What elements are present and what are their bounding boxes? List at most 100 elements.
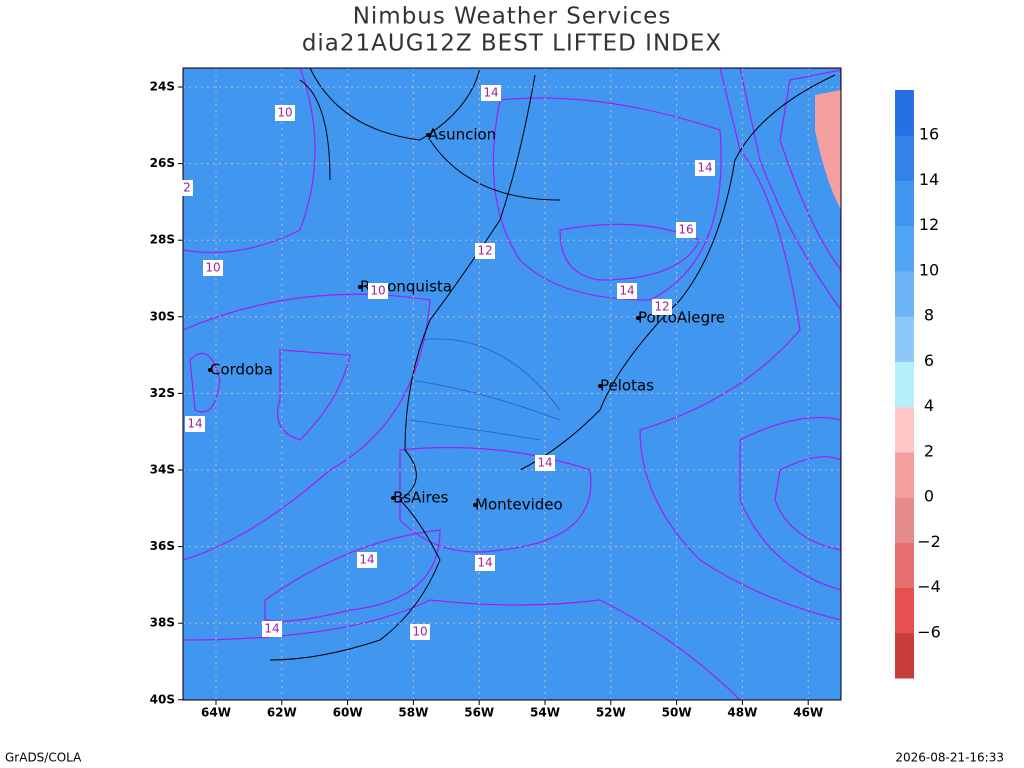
field-zone xyxy=(815,90,841,210)
contour-label: 12 xyxy=(477,244,492,258)
lat-label: 34S xyxy=(150,463,175,477)
lon-label: 54W xyxy=(530,706,560,720)
colorbar-swatch xyxy=(895,90,914,136)
colorbar-label: 10 xyxy=(919,260,939,279)
labels: 24S 26S 28S 30S 32S 34S 36S 38S 40S 64W 62W 60W 58W 5… xyxy=(150,80,824,720)
contour-label-box xyxy=(357,552,377,568)
contour-label: 14 xyxy=(619,284,634,298)
colorbar-swatch xyxy=(895,451,914,498)
colorbar-label: −2 xyxy=(917,532,941,551)
field-zone xyxy=(739,68,841,312)
contour-label-box xyxy=(481,85,501,101)
colorbar-label: 14 xyxy=(919,170,939,189)
contour-label-box xyxy=(203,260,223,276)
colorbar-swatch xyxy=(895,180,914,227)
contour-label: 10 xyxy=(370,284,385,298)
lat-label: 36S xyxy=(150,539,175,553)
contour-label-box xyxy=(275,105,295,121)
lon-label: 56W xyxy=(464,706,494,720)
lat-label: 40S xyxy=(150,692,175,706)
contour-label: 2 xyxy=(183,181,191,195)
lon-label: 46W xyxy=(793,706,823,720)
colorbar-swatch xyxy=(895,497,914,543)
field-zone xyxy=(189,352,221,413)
field-zone xyxy=(183,293,431,561)
city-label: Montevideo xyxy=(475,496,563,514)
map-frame xyxy=(182,67,842,701)
city-dot xyxy=(598,384,602,388)
city-dot xyxy=(208,368,212,372)
contour-label: 14 xyxy=(537,456,552,470)
contour-label-box xyxy=(535,455,555,471)
contour-label: 14 xyxy=(264,622,279,636)
contour-label: 16 xyxy=(678,223,693,237)
lat-label: 30S xyxy=(150,309,175,323)
contour-label: 14 xyxy=(477,556,492,570)
lat-label: 38S xyxy=(150,616,175,630)
lon-label: 60W xyxy=(333,706,363,720)
colorbar-swatch xyxy=(895,270,914,317)
contour-label-box xyxy=(475,555,495,571)
field-zone xyxy=(276,349,351,441)
lat-label: 26S xyxy=(150,156,175,170)
lat-label: 28S xyxy=(150,233,175,247)
lon-label: 52W xyxy=(596,706,626,720)
contour-label: 10 xyxy=(205,261,220,275)
grid xyxy=(183,68,841,700)
field-zone xyxy=(183,68,316,254)
field-zone xyxy=(399,446,592,553)
city-dot xyxy=(426,133,430,137)
lon-label: 50W xyxy=(662,706,692,720)
contour-label: 14 xyxy=(697,161,712,175)
field-zone xyxy=(264,529,441,622)
contour-label: 10 xyxy=(277,106,292,120)
contour-label: 12 xyxy=(654,300,669,314)
city-label: BsAires xyxy=(393,489,449,507)
colorbar-swatch xyxy=(895,361,914,408)
footer-right: 2026-08-21-16:33 xyxy=(895,751,1004,765)
colorbar-label: 4 xyxy=(924,396,934,415)
contour-label: 10 xyxy=(412,625,427,639)
lon-label: 62W xyxy=(267,706,297,720)
colorbar-label: 2 xyxy=(924,441,934,460)
contour-label-box xyxy=(652,299,672,315)
lat-label: 32S xyxy=(150,386,175,400)
lon-label: 58W xyxy=(398,706,428,720)
lon-label: 64W xyxy=(201,706,231,720)
city-label: Pelotas xyxy=(600,377,654,395)
coastline xyxy=(269,74,536,661)
contour-label-box xyxy=(617,283,637,299)
field-zone xyxy=(492,97,722,301)
colorbar-swatch xyxy=(895,316,914,362)
contour-label: 14 xyxy=(187,417,202,431)
colorbar-label: −4 xyxy=(917,577,941,596)
contour-label: 14 xyxy=(483,86,498,100)
coastline xyxy=(519,74,836,471)
city-dot xyxy=(636,316,640,320)
colorbar-swatch xyxy=(895,406,914,453)
colorbar-label: 12 xyxy=(919,215,939,234)
subtitle: dia21AUG12Z BEST LIFTED INDEX xyxy=(302,31,722,57)
contour-label-box xyxy=(475,243,495,259)
contour-label-box xyxy=(695,160,715,176)
colorbar-label: 0 xyxy=(924,487,934,506)
city-dot xyxy=(391,496,395,500)
contour-label-box xyxy=(262,621,282,637)
city-label: PortoAlegre xyxy=(638,309,725,327)
colorbar-swatch xyxy=(895,135,914,181)
colorbar-swatch xyxy=(895,542,914,589)
colorbar-swatch xyxy=(895,632,914,679)
field-zone xyxy=(559,223,701,281)
country-border xyxy=(299,68,561,201)
colorbar-label: 8 xyxy=(924,306,934,325)
field-zone xyxy=(639,68,841,621)
colorbar-label: −6 xyxy=(917,622,941,641)
colorbar-label: 16 xyxy=(919,125,939,144)
city-label: Asuncion xyxy=(428,126,496,144)
colorbar-swatch xyxy=(895,225,914,272)
city-label: Cordoba xyxy=(210,361,273,379)
field-base xyxy=(183,68,841,700)
title: Nimbus Weather Services xyxy=(353,4,672,30)
lon-label: 48W xyxy=(727,706,757,720)
